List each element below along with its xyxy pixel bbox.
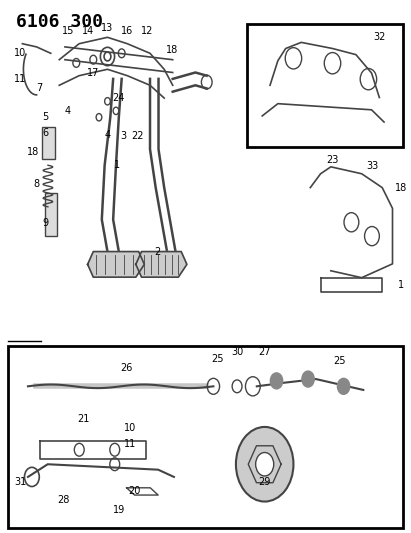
Text: 18: 18	[395, 183, 407, 192]
Text: 19: 19	[113, 505, 125, 514]
Bar	[247, 24, 403, 147]
Text: 21: 21	[77, 414, 89, 424]
Text: 26: 26	[120, 363, 133, 373]
Text: 15: 15	[62, 27, 74, 36]
Text: 31: 31	[14, 478, 26, 487]
Bar	[8, 346, 403, 528]
Text: 29: 29	[259, 478, 271, 487]
Text: 11: 11	[14, 74, 26, 84]
Text: 18: 18	[166, 45, 178, 55]
Circle shape	[302, 371, 314, 387]
Bar	[42, 127, 55, 159]
Polygon shape	[88, 252, 144, 277]
Text: 18: 18	[27, 148, 39, 157]
Text: 13: 13	[102, 23, 113, 33]
Text: 10: 10	[125, 423, 137, 433]
Text: 1: 1	[114, 160, 120, 170]
Circle shape	[337, 378, 350, 394]
Text: 14: 14	[81, 27, 94, 36]
Text: 27: 27	[259, 347, 271, 357]
Text: 4: 4	[104, 130, 111, 140]
Text: 33: 33	[366, 161, 378, 171]
Polygon shape	[136, 252, 187, 277]
Text: 30: 30	[231, 347, 243, 357]
Text: 16: 16	[121, 27, 134, 36]
Text: 22: 22	[132, 132, 144, 141]
Text: 9: 9	[42, 218, 48, 228]
Bar	[45, 193, 57, 236]
Text: 6106 300: 6106 300	[16, 13, 104, 31]
Text: 4: 4	[65, 106, 71, 116]
Text: 20: 20	[128, 487, 141, 496]
Text: 12: 12	[141, 27, 153, 36]
Text: 11: 11	[125, 439, 137, 449]
Circle shape	[270, 373, 283, 389]
Text: 28: 28	[57, 496, 69, 505]
Text: 7: 7	[37, 84, 43, 93]
Text: 3: 3	[121, 132, 127, 141]
Text: 8: 8	[34, 180, 40, 189]
Text: 10: 10	[14, 49, 26, 58]
Circle shape	[236, 427, 293, 502]
Text: 6: 6	[42, 128, 48, 138]
Text: 25: 25	[333, 356, 346, 366]
Text: 25: 25	[211, 354, 224, 364]
Text: 32: 32	[373, 33, 386, 43]
Text: 23: 23	[326, 155, 339, 165]
Text: 2: 2	[154, 247, 160, 256]
Text: 1: 1	[397, 280, 404, 289]
Text: 5: 5	[42, 112, 48, 122]
Text: 24: 24	[112, 93, 124, 103]
Text: 17: 17	[87, 68, 99, 78]
Circle shape	[256, 453, 274, 476]
